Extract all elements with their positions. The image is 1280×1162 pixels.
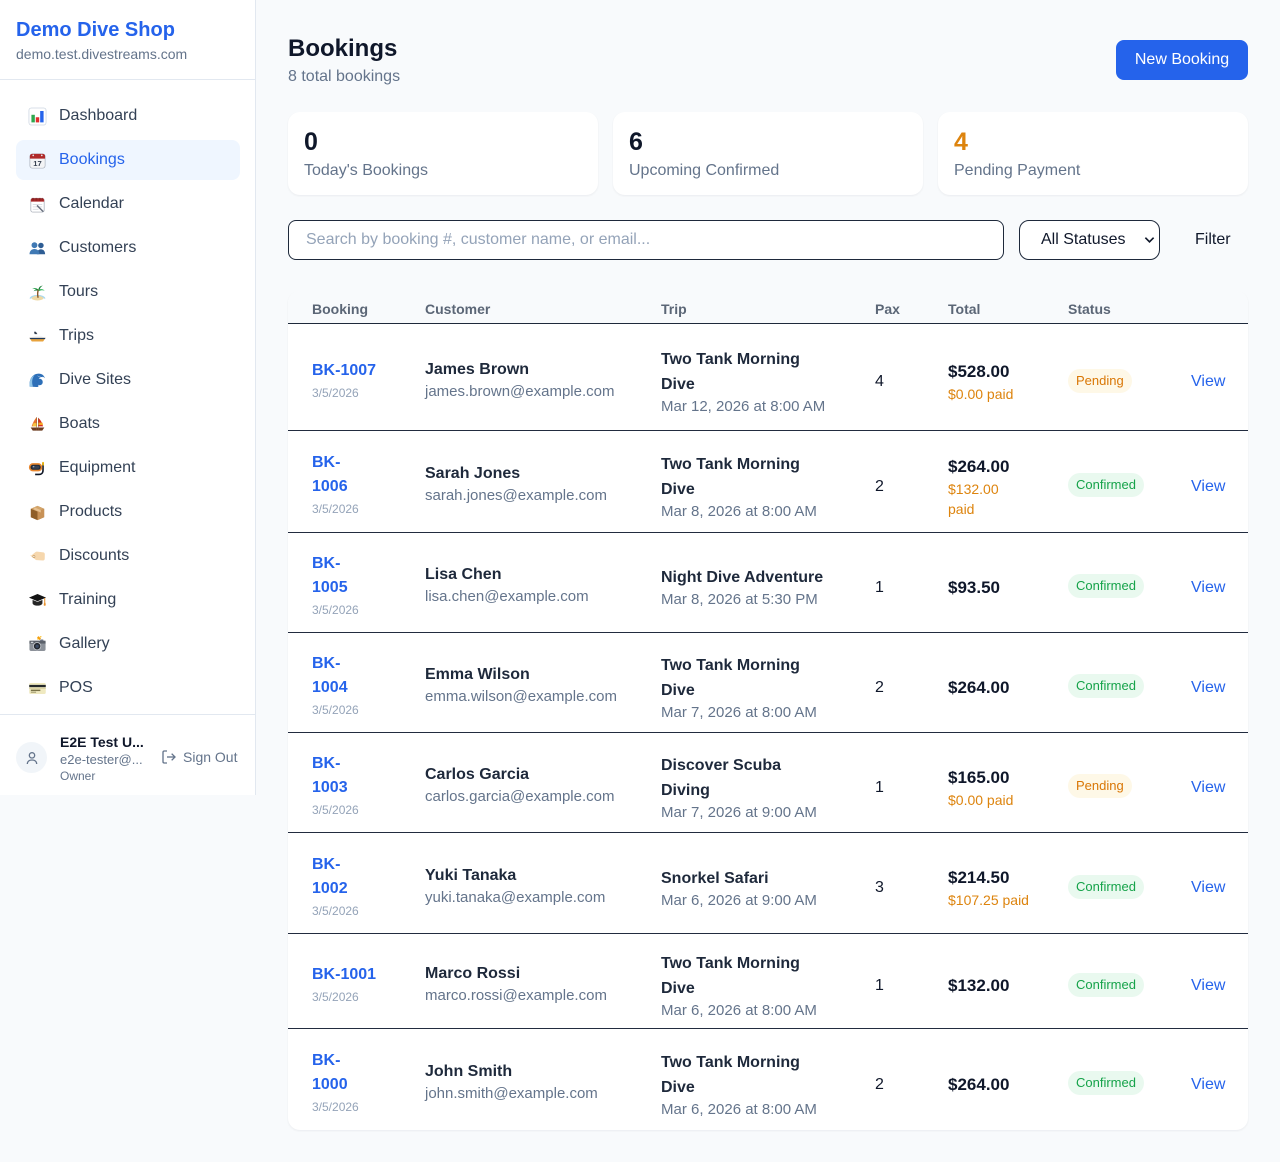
svg-text:17: 17	[33, 159, 41, 168]
